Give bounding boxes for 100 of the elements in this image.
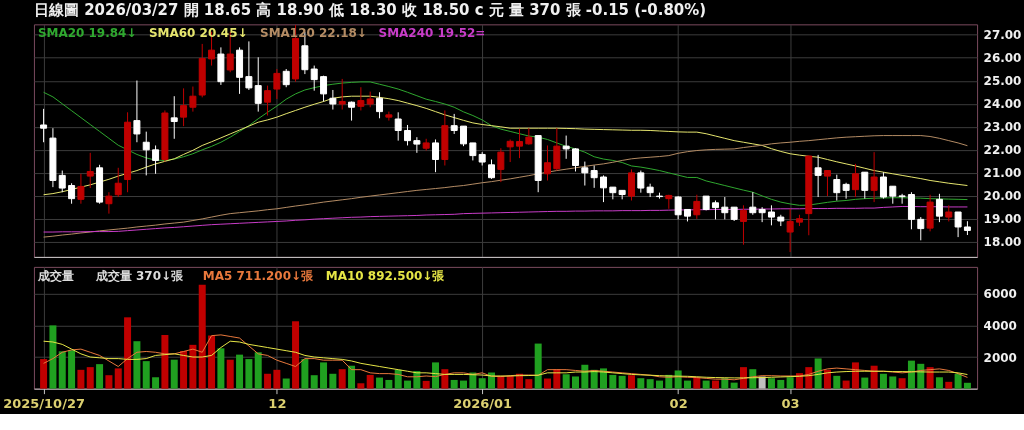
text: SMA240 19.52=: [378, 26, 486, 41]
bar: [879, 373, 887, 389]
candlestick: [105, 191, 113, 215]
y-tick-label: 20.00: [983, 189, 1022, 204]
x-tick-label: 02: [669, 396, 688, 412]
bar: [777, 379, 785, 389]
candlestick: [488, 159, 496, 180]
bar: [851, 362, 859, 389]
bar: [572, 376, 579, 389]
y-tick-label: 18.00: [983, 235, 1022, 250]
bar: [609, 374, 617, 389]
candlestick: [917, 216, 925, 241]
candlestick: [572, 147, 579, 172]
bar: [693, 377, 701, 389]
y-tick-label: 23.00: [983, 120, 1022, 135]
bar: [357, 383, 365, 389]
candlestick: [58, 170, 66, 193]
candlestick: [376, 91, 384, 119]
candlestick: [786, 208, 794, 253]
bar: [954, 373, 962, 389]
bar: [562, 374, 570, 389]
candlestick: [842, 182, 850, 200]
bar: [833, 375, 841, 389]
candlestick: [553, 127, 561, 172]
x-tick-label: 2025/10/27: [3, 396, 85, 412]
candlestick: [562, 135, 570, 160]
candlestick: [152, 144, 160, 175]
y-tick-label: 27.00: [983, 28, 1022, 43]
bar: [898, 378, 906, 389]
bar: [152, 377, 160, 389]
candlestick: [320, 75, 328, 102]
bar: [161, 334, 169, 389]
candlestick: [739, 204, 747, 246]
bar: [432, 362, 440, 389]
candlestick: [338, 78, 346, 111]
y-tick-label: 6000: [983, 287, 1017, 302]
candlestick: [851, 163, 859, 198]
bar: [945, 381, 953, 389]
y-tick-label: 2000: [983, 350, 1017, 365]
candlestick: [506, 138, 514, 163]
candlestick: [590, 165, 598, 189]
bar: [329, 373, 337, 389]
bar: [217, 348, 225, 389]
bar: [142, 361, 150, 389]
bar: [226, 359, 234, 389]
bar: [767, 378, 775, 389]
bar: [870, 365, 878, 389]
bar: [105, 375, 113, 389]
candlestick: [264, 85, 272, 117]
bar: [721, 378, 729, 389]
bar: [730, 382, 738, 389]
bar: [711, 380, 719, 389]
bar: [618, 375, 626, 389]
bar: [814, 358, 822, 389]
candlestick: [693, 194, 701, 220]
candlestick: [404, 124, 412, 146]
bar: [348, 365, 356, 389]
candlestick: [954, 211, 962, 238]
line-series: [43, 135, 968, 238]
candlestick: [516, 128, 523, 159]
series-label: 成交量 370↓張: [94, 268, 184, 283]
bar: [254, 352, 262, 389]
bar: [553, 369, 561, 389]
bar: [525, 379, 533, 389]
candlestick: [460, 125, 468, 147]
candlestick: [86, 152, 94, 189]
bar: [907, 360, 915, 389]
text: SMA20 19.84↓: [37, 26, 137, 41]
candlestick: [637, 170, 645, 194]
candlestick: [721, 196, 729, 220]
text: MA10 892.500↓張: [325, 268, 446, 283]
x-tick-label: 03: [781, 396, 800, 412]
bar: [236, 354, 244, 389]
candlestick: [497, 147, 505, 183]
candlestick: [823, 170, 831, 197]
bar: [460, 380, 468, 389]
bar: [889, 376, 897, 389]
bar: [422, 380, 430, 389]
candlestick: [450, 113, 458, 135]
bar: [96, 364, 104, 389]
y-tick-label: 26.00: [983, 51, 1022, 66]
bar: [450, 379, 458, 389]
bar: [655, 380, 663, 389]
candlestick: [77, 173, 85, 205]
bar: [282, 378, 290, 389]
candlestick: [142, 131, 150, 176]
bar: [628, 375, 635, 389]
line-series: [43, 334, 968, 381]
candlestick: [814, 154, 822, 198]
y-tick-label: 4000: [983, 318, 1017, 333]
bar: [394, 369, 402, 389]
candlestick: [600, 174, 607, 203]
bar: [702, 380, 710, 389]
bar: [506, 375, 514, 389]
bar: [749, 369, 757, 389]
bar: [180, 351, 188, 389]
bar: [786, 377, 794, 389]
candlestick: [385, 111, 393, 122]
candlestick: [273, 68, 281, 100]
candlestick: [189, 86, 197, 113]
